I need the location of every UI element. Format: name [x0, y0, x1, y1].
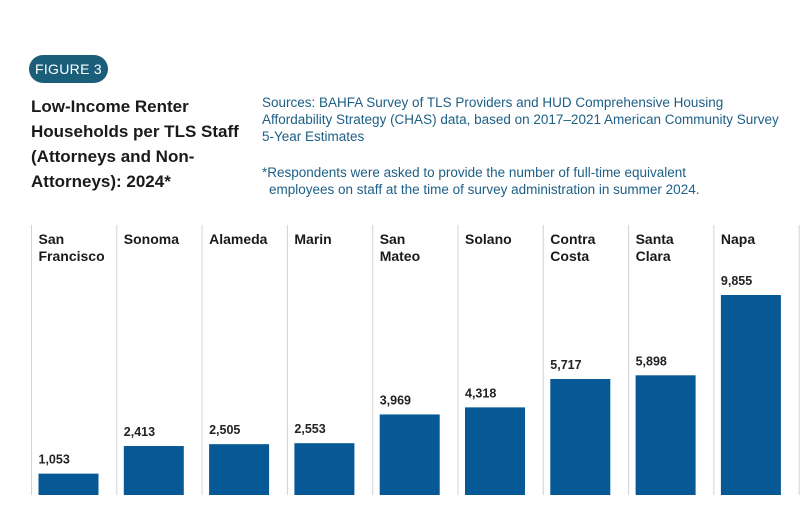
chart-title: Low-Income Renter Households per TLS Sta…: [31, 97, 239, 191]
footnote-line-1: *Respondents were asked to provide the n…: [262, 165, 686, 180]
category-label-4-line-1: Mateo: [380, 248, 420, 264]
value-label-8: 9,855: [721, 274, 752, 288]
bar-6: [550, 378, 611, 495]
value-label-7: 5,898: [636, 354, 667, 368]
category-label-7-line-0: Santa: [636, 231, 674, 247]
value-label-0: 1,053: [39, 453, 70, 467]
bar-8: [720, 295, 781, 495]
category-label-1-line-0: Sonoma: [124, 231, 179, 247]
bar-7: [635, 375, 696, 495]
bar-2: [209, 444, 270, 495]
category-label-8-line-0: Napa: [721, 231, 755, 247]
sources-text: Sources: BAHFA Survey of TLS Providers a…: [262, 95, 779, 144]
bar-4: [379, 414, 440, 495]
category-label-2-line-0: Alameda: [209, 231, 268, 247]
value-label-6: 5,717: [550, 358, 581, 372]
footnote: *Respondents were asked to provide the n…: [262, 164, 792, 198]
value-label-1: 2,413: [124, 425, 155, 439]
category-label-6-line-1: Costa: [550, 248, 589, 264]
bar-1: [123, 446, 184, 495]
bar-0: [38, 473, 99, 495]
category-label-3-line-0: Marin: [294, 231, 331, 247]
value-label-5: 4,318: [465, 386, 496, 400]
category-label-6-line-0: Contra: [550, 231, 595, 247]
category-label-0-line-1: Francisco: [39, 248, 105, 264]
category-label-0-line-0: San: [39, 231, 65, 247]
category-label-7-line-1: Clara: [636, 248, 671, 264]
figure-label-badge: FIGURE 3: [29, 55, 108, 83]
value-label-2: 2,505: [209, 423, 240, 437]
value-label-3: 2,553: [294, 422, 325, 436]
value-label-4: 3,969: [380, 393, 411, 407]
bar-5: [465, 407, 525, 495]
footnote-line-2: employees on staff at the time of survey…: [269, 182, 700, 197]
category-label-4-line-0: San: [380, 231, 406, 247]
bar-3: [294, 443, 355, 495]
category-label-5-line-0: Solano: [465, 231, 512, 247]
